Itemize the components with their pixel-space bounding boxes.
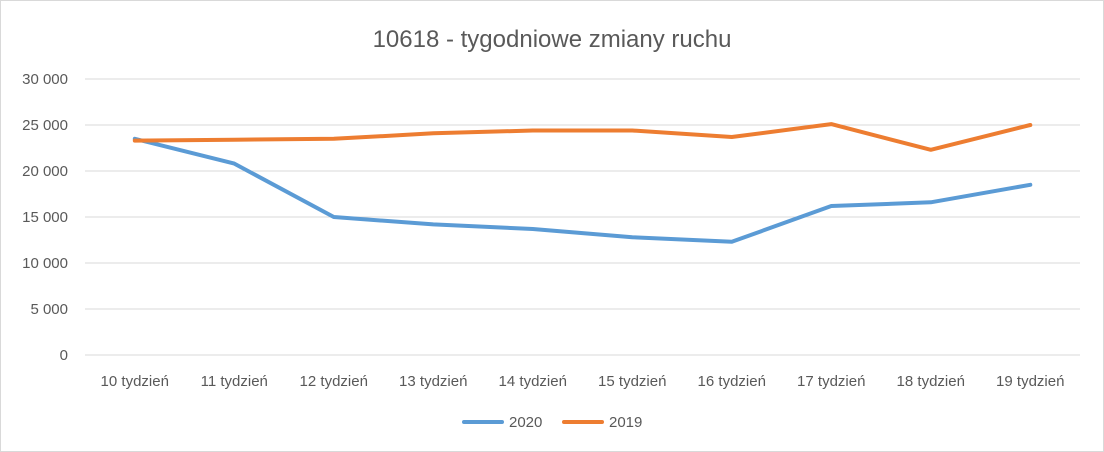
x-tick-label: 12 tydzień [300, 373, 368, 390]
x-axis-ticks: 10 tydzień 11 tydzień 12 tydzień 13 tydzień… [101, 373, 1065, 390]
y-tick-label: 15 000 [22, 209, 68, 226]
y-tick-label: 25 000 [22, 117, 68, 134]
x-tick-label: 15 tydzień [598, 373, 666, 390]
series-line-2019 [132, 122, 1033, 152]
series-line-2020 [132, 136, 1033, 244]
gridlines [85, 78, 1080, 356]
legend-label: 2019 [609, 414, 642, 431]
series-lines [132, 122, 1033, 244]
y-tick-label: 5 000 [30, 301, 68, 318]
x-tick-label: 18 tydzień [897, 373, 965, 390]
legend-label: 2020 [509, 414, 542, 431]
y-axis-ticks: 0 5 000 10 000 15 000 20 000 25 000 30 000 [22, 71, 68, 364]
x-tick-label: 10 tydzień [101, 373, 169, 390]
y-tick-label: 10 000 [22, 255, 68, 272]
x-tick-label: 19 tydzień [996, 373, 1064, 390]
y-tick-label: 20 000 [22, 163, 68, 180]
legend: 2020 2019 [462, 414, 642, 431]
y-tick-label: 30 000 [22, 71, 68, 88]
x-tick-label: 17 tydzień [797, 373, 865, 390]
y-tick-label: 0 [60, 347, 68, 364]
x-tick-label: 11 tydzień [201, 373, 268, 390]
x-tick-label: 16 tydzień [698, 373, 766, 390]
x-tick-label: 14 tydzień [499, 373, 567, 390]
x-tick-label: 13 tydzień [399, 373, 467, 390]
chart-title: 10618 - tygodniowe zmiany ruchu [373, 26, 732, 53]
